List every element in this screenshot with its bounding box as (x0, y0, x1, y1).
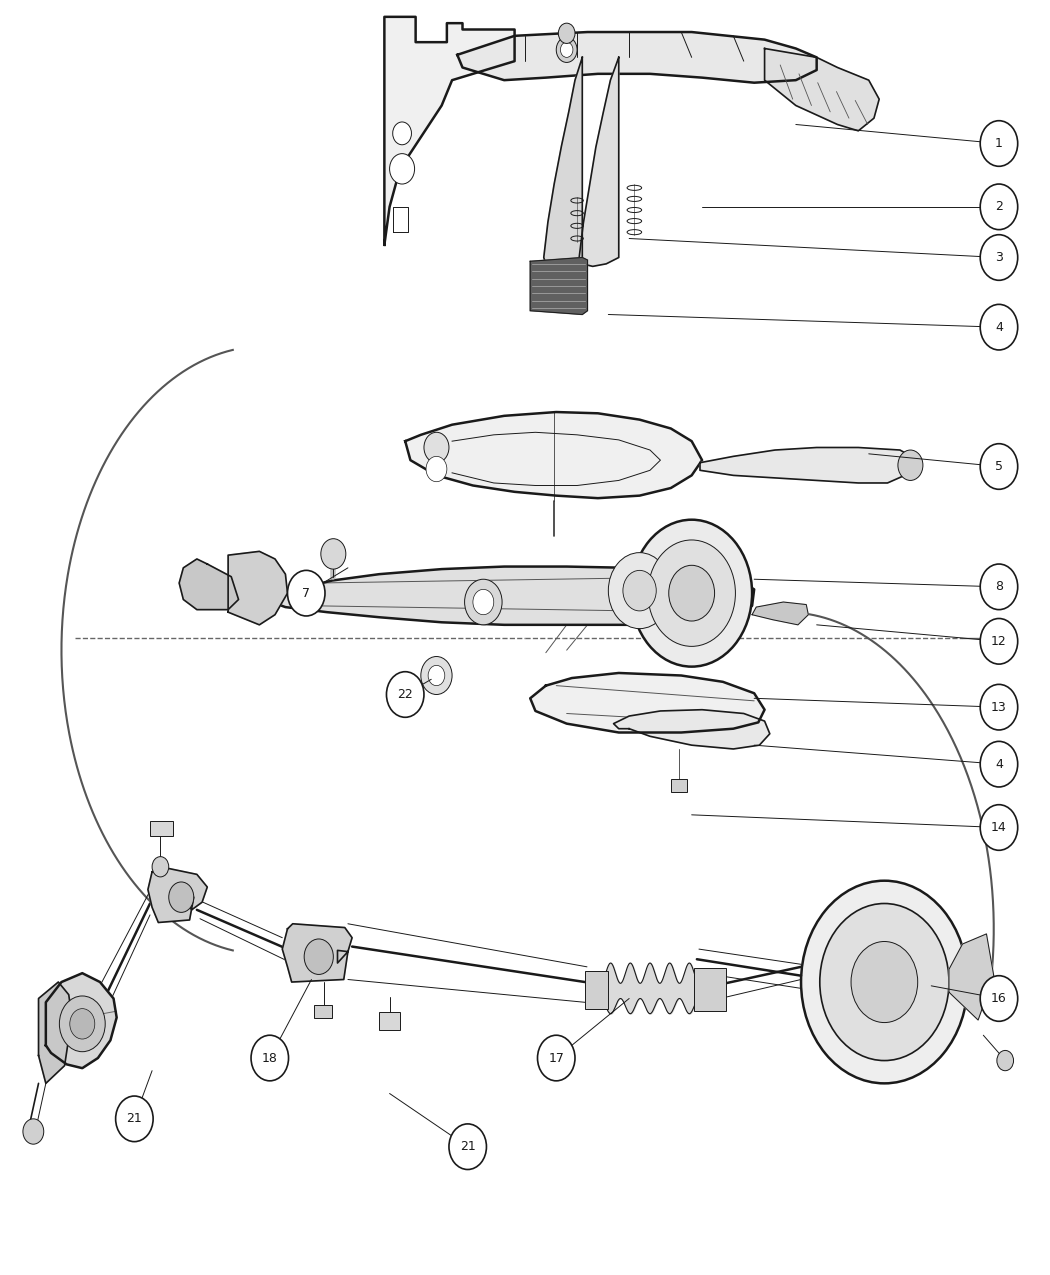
Polygon shape (39, 982, 71, 1084)
Circle shape (981, 121, 1017, 166)
Text: 17: 17 (548, 1052, 564, 1065)
Circle shape (421, 657, 453, 695)
Polygon shape (148, 867, 207, 923)
Polygon shape (228, 551, 288, 625)
Circle shape (981, 305, 1017, 349)
Circle shape (801, 881, 968, 1084)
Text: 4: 4 (995, 757, 1003, 770)
Circle shape (631, 520, 752, 667)
Circle shape (472, 589, 493, 615)
Circle shape (23, 1119, 44, 1144)
Circle shape (820, 904, 949, 1061)
Circle shape (60, 996, 105, 1052)
Text: 21: 21 (126, 1112, 142, 1126)
Text: 13: 13 (991, 701, 1007, 714)
Text: 21: 21 (460, 1140, 476, 1153)
Circle shape (556, 37, 578, 62)
Circle shape (981, 618, 1017, 664)
Text: 14: 14 (991, 821, 1007, 834)
Polygon shape (544, 57, 583, 266)
Circle shape (304, 938, 333, 974)
Circle shape (426, 456, 447, 482)
Polygon shape (580, 57, 618, 266)
Polygon shape (384, 17, 514, 245)
Circle shape (623, 570, 656, 611)
Text: 4: 4 (995, 321, 1003, 334)
Text: 18: 18 (261, 1052, 278, 1065)
Circle shape (116, 1096, 153, 1141)
Text: 3: 3 (995, 251, 1003, 264)
Polygon shape (530, 673, 764, 733)
Circle shape (981, 975, 1017, 1021)
Circle shape (152, 857, 169, 877)
Circle shape (981, 184, 1017, 230)
Circle shape (424, 432, 449, 463)
Polygon shape (46, 973, 117, 1068)
Circle shape (464, 579, 502, 625)
Circle shape (981, 685, 1017, 731)
Text: 16: 16 (991, 992, 1007, 1005)
Circle shape (981, 444, 1017, 490)
Polygon shape (458, 32, 817, 83)
Circle shape (386, 672, 424, 718)
Polygon shape (282, 924, 352, 982)
Polygon shape (265, 566, 754, 625)
Polygon shape (700, 448, 916, 483)
Circle shape (852, 941, 918, 1023)
Circle shape (390, 153, 415, 184)
Text: 1: 1 (995, 136, 1003, 150)
Circle shape (561, 42, 573, 57)
Circle shape (996, 1051, 1013, 1071)
Circle shape (538, 1035, 575, 1081)
Polygon shape (764, 48, 879, 131)
Bar (585, 970, 608, 1009)
Circle shape (981, 805, 1017, 850)
Text: 2: 2 (995, 200, 1003, 213)
Circle shape (428, 666, 445, 686)
Circle shape (981, 564, 1017, 609)
Text: 12: 12 (991, 635, 1007, 648)
Circle shape (393, 122, 412, 145)
Bar (314, 1005, 332, 1017)
Polygon shape (405, 412, 702, 499)
Polygon shape (613, 710, 770, 748)
Circle shape (288, 570, 326, 616)
Bar (379, 1012, 400, 1030)
Polygon shape (180, 558, 238, 609)
Circle shape (449, 1123, 486, 1169)
Polygon shape (752, 602, 808, 625)
Bar (671, 779, 688, 792)
Circle shape (648, 541, 735, 646)
Polygon shape (393, 207, 408, 232)
Polygon shape (949, 933, 993, 1020)
Text: 5: 5 (995, 460, 1003, 473)
Bar (150, 821, 173, 836)
Circle shape (608, 552, 671, 629)
Circle shape (981, 235, 1017, 280)
Circle shape (898, 450, 923, 481)
Text: 7: 7 (302, 586, 310, 599)
Circle shape (559, 23, 575, 43)
Polygon shape (530, 258, 588, 315)
Circle shape (169, 882, 194, 913)
Circle shape (669, 565, 715, 621)
Text: 22: 22 (397, 688, 413, 701)
Bar (694, 968, 726, 1011)
Circle shape (251, 1035, 289, 1081)
Circle shape (69, 1009, 94, 1039)
Circle shape (321, 539, 345, 569)
Text: 8: 8 (995, 580, 1003, 593)
Circle shape (981, 741, 1017, 787)
